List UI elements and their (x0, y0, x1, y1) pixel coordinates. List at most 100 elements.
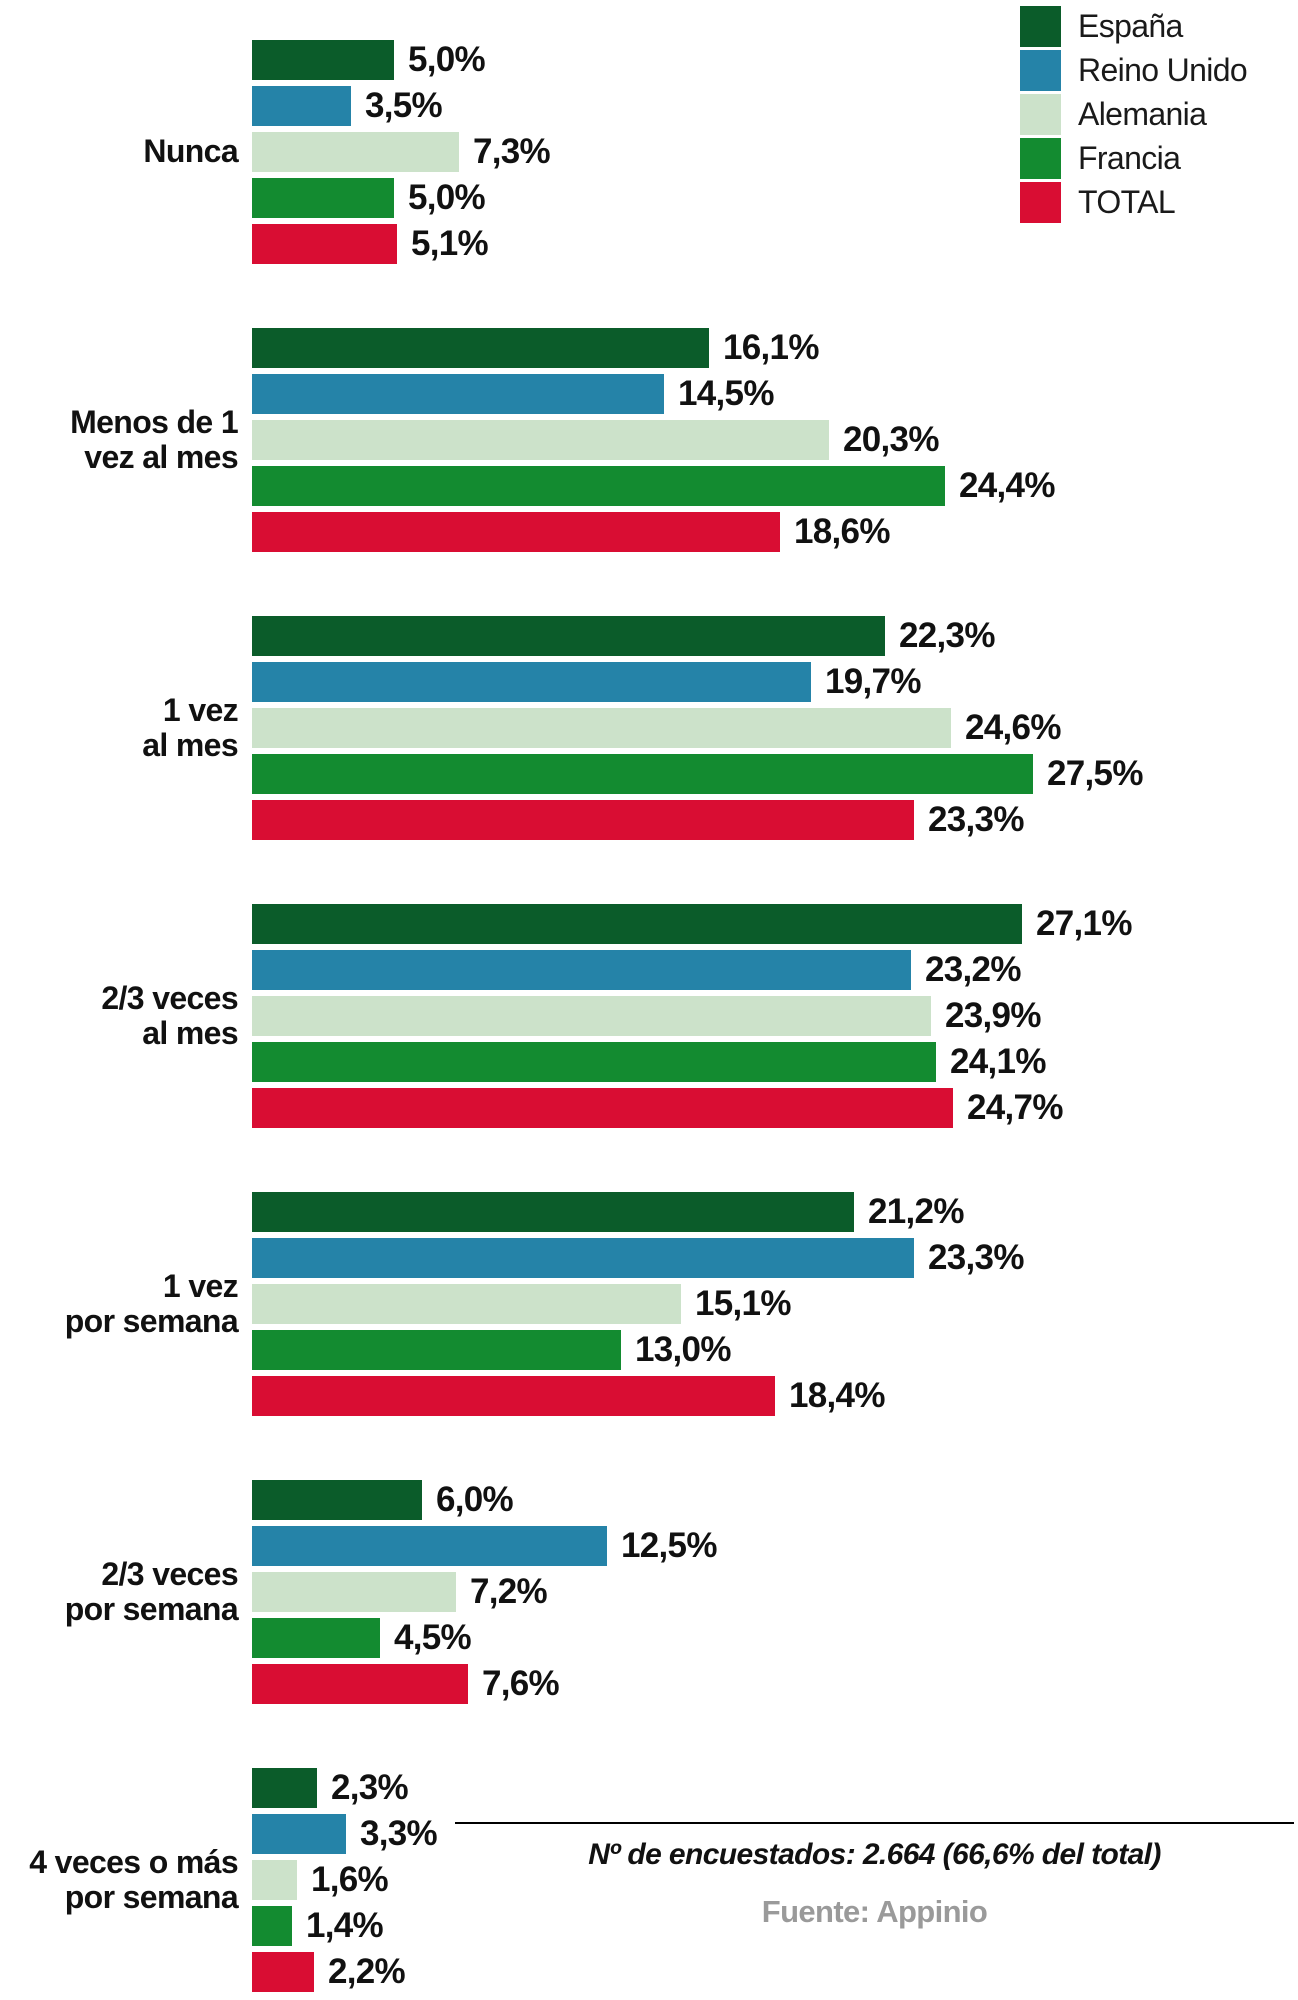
bar-row: 13,0% (252, 1330, 1024, 1370)
value-label: 14,5% (678, 374, 774, 413)
bar-row: 27,1% (252, 904, 1132, 944)
bar-total (252, 512, 780, 552)
category-label: 1 vez por semana (64, 1267, 239, 1339)
bar-row: 1,6% (252, 1860, 437, 1900)
bar-row: 24,6% (252, 708, 1143, 748)
bar-row: 2,3% (252, 1768, 437, 1808)
value-label: 5,1% (411, 224, 489, 263)
value-label: 16,1% (723, 328, 819, 367)
bar-total (252, 1664, 468, 1704)
bar-total (252, 224, 397, 264)
bar-group: 2/3 veces por semana 6,0% 12,5% 7,2% 4,5% 7,6% (0, 1480, 1143, 1704)
legend-item: TOTAL (1020, 182, 1247, 223)
value-label: 22,3% (899, 616, 995, 655)
bar-row: 19,7% (252, 662, 1143, 702)
bar-row: 7,2% (252, 1572, 717, 1612)
bar-row: 15,1% (252, 1284, 1024, 1324)
value-label: 7,3% (473, 132, 551, 171)
value-label: 2,2% (328, 1952, 406, 1991)
value-label: 4,5% (394, 1618, 472, 1657)
bar-group: 1 vez al mes 22,3% 19,7% 24,6% 27,5% 23,3% (0, 616, 1143, 840)
legend-swatch-icon (1020, 182, 1061, 223)
bar-row: 1,4% (252, 1906, 437, 1946)
bar-row: 20,3% (252, 420, 1055, 460)
category-label: Menos de 1 vez al mes (70, 403, 239, 475)
legend-item: Alemania (1020, 94, 1247, 135)
bar-reino-unido (252, 1526, 607, 1566)
bar-stack: 6,0% 12,5% 7,2% 4,5% 7,6% (252, 1480, 717, 1704)
bar-row: 7,3% (252, 132, 551, 172)
value-label: 7,2% (470, 1572, 548, 1611)
value-label: 20,3% (843, 420, 939, 459)
value-label: 13,0% (635, 1330, 731, 1369)
bar-row: 22,3% (252, 616, 1143, 656)
bar-stack: 5,0% 3,5% 7,3% 5,0% 5,1% (252, 40, 551, 264)
bar-francia (252, 1618, 380, 1658)
value-label: 27,1% (1036, 904, 1132, 943)
legend-label: España (1078, 8, 1183, 44)
bar-row: 3,3% (252, 1814, 438, 1854)
bar-row: 5,0% (252, 178, 550, 218)
bar-españa (252, 1192, 854, 1232)
bar-alemania (252, 1572, 456, 1612)
value-label: 24,7% (967, 1088, 1063, 1127)
value-label: 3,3% (360, 1814, 438, 1853)
bar-total (252, 800, 914, 840)
value-label: 1,6% (311, 1860, 389, 1899)
legend-label: Reino Unido (1078, 52, 1248, 88)
bar-row: 23,3% (252, 1238, 1024, 1278)
bar-stack: 22,3% 19,7% 24,6% 27,5% 23,3% (252, 616, 1143, 840)
value-label: 7,6% (482, 1664, 560, 1703)
value-label: 2,3% (331, 1768, 409, 1807)
value-label: 24,1% (950, 1042, 1046, 1081)
bar-row: 21,2% (252, 1192, 1024, 1232)
bar-alemania (252, 996, 931, 1036)
bar-alemania (252, 132, 459, 172)
bar-row: 3,5% (252, 86, 550, 126)
bar-group: 4 veces o más por semana 2,3% 3,3% 1,6% 1,4% 2… (0, 1768, 1143, 1992)
legend-label: TOTAL (1078, 184, 1176, 220)
legend-swatch-icon (1020, 50, 1061, 91)
legend-label: Francia (1078, 140, 1181, 176)
legend-label: Alemania (1078, 96, 1207, 132)
bar-row: 23,3% (252, 800, 1143, 840)
bar-groups: Nunca 5,0% 3,5% 7,3% 5,0% 5,1% Menos de 1 vez a… (0, 40, 1143, 2000)
value-label: 15,1% (695, 1284, 791, 1323)
source-credit: Fuente: Appinio (761, 1894, 988, 1929)
bar-group: Menos de 1 vez al mes 16,1% 14,5% 20,3% 24,4%… (0, 328, 1143, 552)
bar-row: 12,5% (252, 1526, 717, 1566)
value-label: 24,4% (959, 466, 1055, 505)
bar-reino-unido (252, 374, 664, 414)
value-label: 23,3% (928, 1238, 1024, 1277)
bar-row: 2,2% (252, 1952, 437, 1992)
bar-francia (252, 1042, 936, 1082)
bar-españa (252, 40, 394, 80)
bar-row: 23,2% (252, 950, 1132, 990)
value-label: 12,5% (621, 1526, 717, 1565)
bar-reino-unido (252, 1238, 914, 1278)
category-label: Nunca (143, 133, 238, 170)
respondents-note: Nº de encuestados: 2.664 (66,6% del tota… (588, 1838, 1161, 1871)
bar-row: 27,5% (252, 754, 1143, 794)
bar-row: 24,4% (252, 466, 1055, 506)
value-label: 3,5% (365, 86, 443, 125)
bar-stack: 16,1% 14,5% 20,3% 24,4% 18,6% (252, 328, 1055, 552)
bar-stack: 27,1% 23,2% 23,9% 24,1% 24,7% (252, 904, 1132, 1128)
bar-españa (252, 1768, 317, 1808)
value-label: 6,0% (436, 1480, 514, 1519)
category-label: 1 vez al mes (142, 691, 238, 763)
bar-row: 6,0% (252, 1480, 717, 1520)
value-label: 5,0% (408, 40, 486, 79)
bar-row: 14,5% (252, 374, 1055, 414)
bar-reino-unido (252, 1814, 346, 1854)
bar-reino-unido (252, 86, 351, 126)
bar-españa (252, 904, 1022, 944)
bar-reino-unido (252, 950, 911, 990)
bar-francia (252, 754, 1033, 794)
value-label: 23,2% (925, 950, 1021, 989)
value-label: 19,7% (825, 662, 921, 701)
legend-swatch-icon (1020, 138, 1061, 179)
divider-line (455, 1822, 1294, 1824)
bar-row: 24,1% (252, 1042, 1132, 1082)
